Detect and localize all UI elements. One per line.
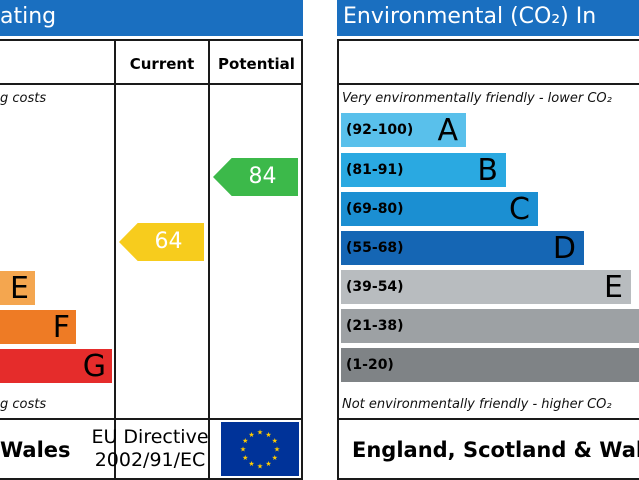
energy-footer-line [0, 418, 303, 420]
eu-directive-line2: 2002/91/EC [94, 449, 206, 471]
eu-star-icon: ★ [248, 460, 254, 468]
energy-top-note: g costs [0, 91, 47, 106]
environmental-band-range: (1-20) [346, 357, 394, 373]
eu-star-icon: ★ [240, 446, 246, 454]
eu-directive-text: EU Directive 2002/91/EC [84, 426, 216, 472]
energy-divider-potential [208, 39, 210, 480]
environmental-panel [337, 39, 639, 480]
eu-star-icon: ★ [272, 454, 278, 462]
environmental-footer-line [337, 418, 639, 420]
environmental-band-letter: C [509, 192, 530, 226]
energy-bottom-note: g costs [0, 397, 47, 412]
energy-band-letter: G [82, 349, 106, 383]
environmental-band-range: (69-80) [346, 201, 404, 217]
environmental-band-range: (92-100) [346, 122, 414, 138]
environmental-band-a: (92-100) A [341, 113, 466, 147]
potential-rating-arrow: 84 [213, 158, 298, 196]
environmental-band-range: (39-54) [346, 279, 404, 295]
eu-star-icon: ★ [248, 431, 254, 439]
eu-star-icon: ★ [257, 463, 263, 471]
current-rating-arrow: 64 [119, 223, 204, 261]
column-current-label: Current [129, 55, 195, 73]
eu-directive-line1: EU Directive [91, 426, 209, 448]
environmental-band-letter: A [437, 113, 458, 147]
potential-rating-value: 84 [248, 164, 277, 189]
energy-band-e: E [0, 271, 35, 305]
energy-panel [0, 39, 303, 480]
eu-star-icon: ★ [274, 446, 280, 454]
environmental-band-d: (55-68) D [341, 231, 584, 265]
eu-star-icon: ★ [242, 437, 248, 445]
environmental-band-letter: E [604, 270, 623, 304]
environmental-band-f: (21-38) [341, 309, 639, 343]
environmental-band-range: (55-68) [346, 240, 404, 256]
environmental-header-row-line [337, 83, 639, 85]
environmental-footer-region: England, Scotland & Wale [352, 438, 639, 462]
eu-stars-icon: ★ ★★★★★★★★★★★ [240, 429, 280, 471]
energy-band-g: G [0, 349, 112, 383]
environmental-band-letter: B [477, 153, 498, 187]
eu-flag-icon: ★ ★ ★ ★ ★ ★ ★ ★ ★ ★ ★ ★ [221, 422, 299, 476]
energy-divider-current [114, 39, 116, 480]
environmental-band-b: (81-91) B [341, 153, 506, 187]
energy-band-letter: F [52, 310, 70, 344]
environmental-band-g: (1-20) [341, 348, 639, 382]
environmental-band-range: (81-91) [346, 162, 404, 178]
energy-header-title: ating [0, 4, 57, 29]
environmental-band-range: (21-38) [346, 318, 404, 334]
current-rating-value: 64 [154, 229, 183, 254]
environmental-bottom-note: Not environmentally friendly - higher CO… [342, 397, 612, 412]
environmental-header-title: Environmental (CO₂) In [343, 4, 597, 29]
energy-header-row-line [0, 83, 303, 85]
eu-star-icon: ★ [242, 454, 248, 462]
eu-star-icon: ★ [265, 431, 271, 439]
environmental-band-c: (69-80) C [341, 192, 538, 226]
energy-footer-region: Wales [0, 438, 71, 462]
eu-star-icon: ★ [265, 460, 271, 468]
environmental-band-letter: D [552, 231, 576, 265]
column-potential-label: Potential [218, 55, 295, 73]
eu-star-icon: ★ [257, 429, 263, 437]
energy-band-f: F [0, 310, 76, 344]
energy-header: ating [0, 0, 303, 36]
energy-band-letter: E [10, 271, 29, 305]
eu-star-icon: ★ [272, 437, 278, 445]
environmental-band-e: (39-54) E [341, 270, 631, 304]
environmental-header: Environmental (CO₂) In [337, 0, 639, 36]
environmental-top-note: Very environmentally friendly - lower CO… [342, 91, 612, 106]
